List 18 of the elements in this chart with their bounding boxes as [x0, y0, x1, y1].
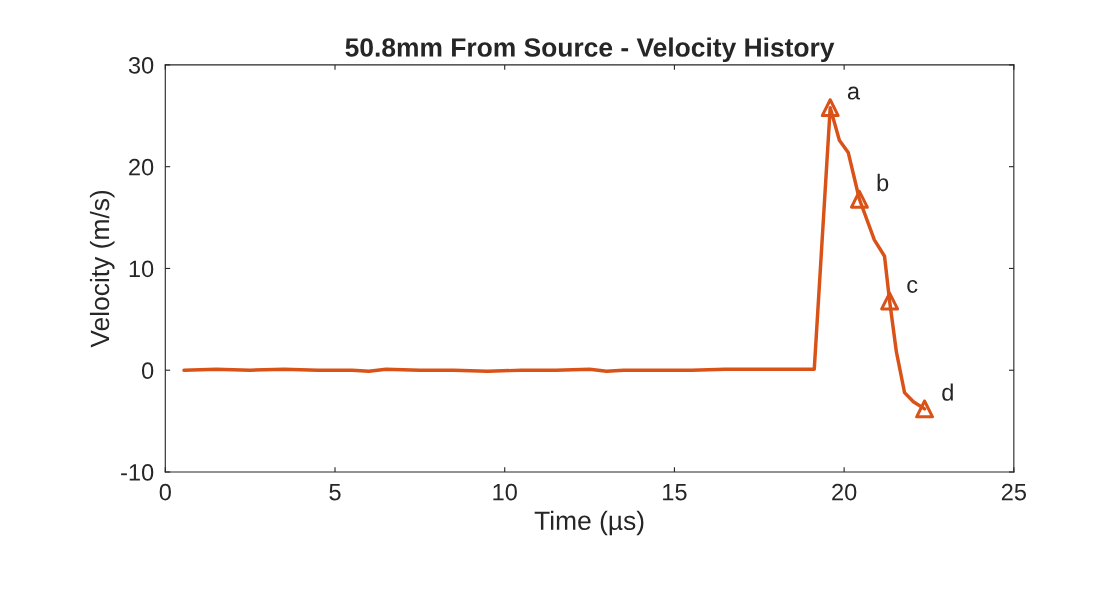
x-tick-label: 15	[663, 483, 687, 501]
annotation: a	[847, 86, 861, 100]
y-tick-label: -10	[121, 464, 154, 481]
x-axis-title: Time (µs)	[534, 510, 644, 536]
y-axis-title: Velocity (m/s)	[89, 190, 115, 348]
y-tick-label: 30	[128, 56, 154, 74]
y-tick-label: 10	[129, 260, 154, 278]
x-tick-label: 0	[159, 483, 171, 501]
y-tick-label: 20	[129, 158, 154, 176]
y-tick-label: 0	[141, 362, 154, 380]
annotation: d	[942, 383, 953, 401]
x-tick-label: 5	[329, 483, 341, 501]
x-tick-label: 20	[832, 483, 857, 501]
annotation: b	[877, 173, 889, 192]
annotation: c	[907, 279, 918, 293]
x-tick-label: 25	[1001, 483, 1026, 501]
chart-title: 50.8mm From Source - Velocity History	[345, 37, 835, 63]
x-tick-label: 10	[493, 483, 517, 501]
